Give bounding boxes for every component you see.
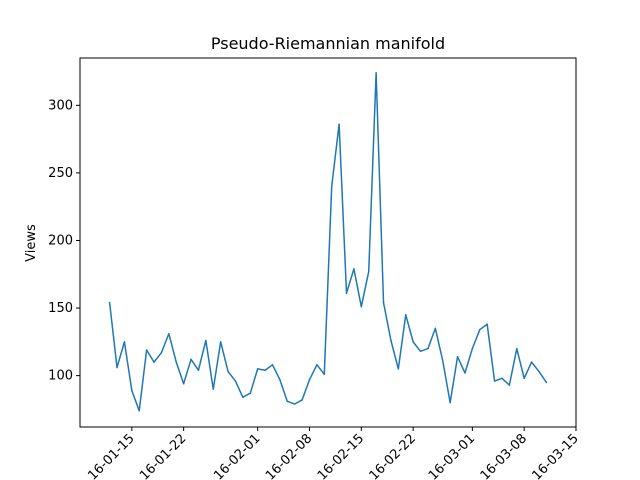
data-point	[153, 361, 155, 363]
y-tick-label: 300	[48, 98, 73, 113]
data-point	[456, 355, 459, 358]
data-point	[242, 396, 244, 399]
data-point	[516, 347, 518, 350]
data-point	[397, 368, 400, 370]
data-point	[360, 305, 363, 308]
plot-frame	[79, 57, 577, 428]
data-point	[508, 384, 511, 386]
data-point	[523, 377, 525, 380]
data-point	[390, 339, 392, 342]
data-point	[293, 403, 296, 405]
data-point	[175, 361, 177, 363]
data-point	[412, 341, 414, 343]
data-point	[301, 399, 303, 401]
data-point	[353, 268, 355, 270]
data-point	[160, 351, 163, 354]
y-tick-label: 250	[48, 166, 73, 181]
data-point	[271, 364, 274, 366]
y-tick-label: 100	[48, 369, 73, 384]
data-point	[427, 347, 429, 350]
data-point	[316, 364, 318, 366]
data-point	[182, 383, 185, 385]
data-point	[234, 380, 237, 382]
data-point	[538, 370, 540, 373]
data-point	[138, 410, 140, 412]
y-tick-label: 200	[48, 233, 73, 248]
chart-title: Pseudo-Riemannian manifold	[211, 34, 445, 53]
data-point	[530, 361, 533, 363]
data-point	[286, 400, 289, 403]
data-point	[471, 347, 474, 350]
data-point	[493, 380, 496, 382]
data-point	[323, 373, 326, 376]
data-point	[345, 292, 348, 294]
data-point	[308, 378, 311, 381]
y-tick-label: 150	[48, 301, 73, 316]
data-point	[449, 401, 451, 404]
data-point	[279, 378, 281, 381]
data-point	[338, 123, 340, 125]
data-point	[464, 372, 466, 374]
data-point	[131, 389, 133, 392]
data-point	[545, 381, 548, 384]
data-point	[330, 185, 333, 188]
data-point	[212, 388, 214, 390]
data-point	[419, 350, 422, 353]
data-point	[367, 270, 370, 273]
data-point	[434, 327, 437, 330]
data-point	[168, 332, 170, 335]
y-axis: 100 150 200 250 300	[48, 98, 80, 384]
data-point	[382, 301, 385, 304]
data-point	[145, 349, 148, 351]
series-line	[108, 72, 548, 412]
data-point	[404, 314, 407, 316]
y-axis-label: Views	[24, 224, 39, 262]
data-point	[249, 392, 252, 394]
data-point	[190, 358, 192, 361]
data-point	[264, 369, 266, 371]
data-point	[227, 370, 229, 373]
data-point	[219, 341, 222, 343]
data-point	[108, 301, 111, 304]
data-point	[256, 368, 259, 370]
data-point	[123, 341, 126, 343]
data-point	[479, 328, 481, 331]
data-point	[375, 72, 377, 74]
data-point	[486, 323, 488, 326]
data-point	[501, 377, 503, 380]
data-point	[116, 366, 118, 369]
data-point	[205, 339, 207, 342]
data-point	[197, 369, 200, 371]
data-point	[442, 360, 444, 362]
